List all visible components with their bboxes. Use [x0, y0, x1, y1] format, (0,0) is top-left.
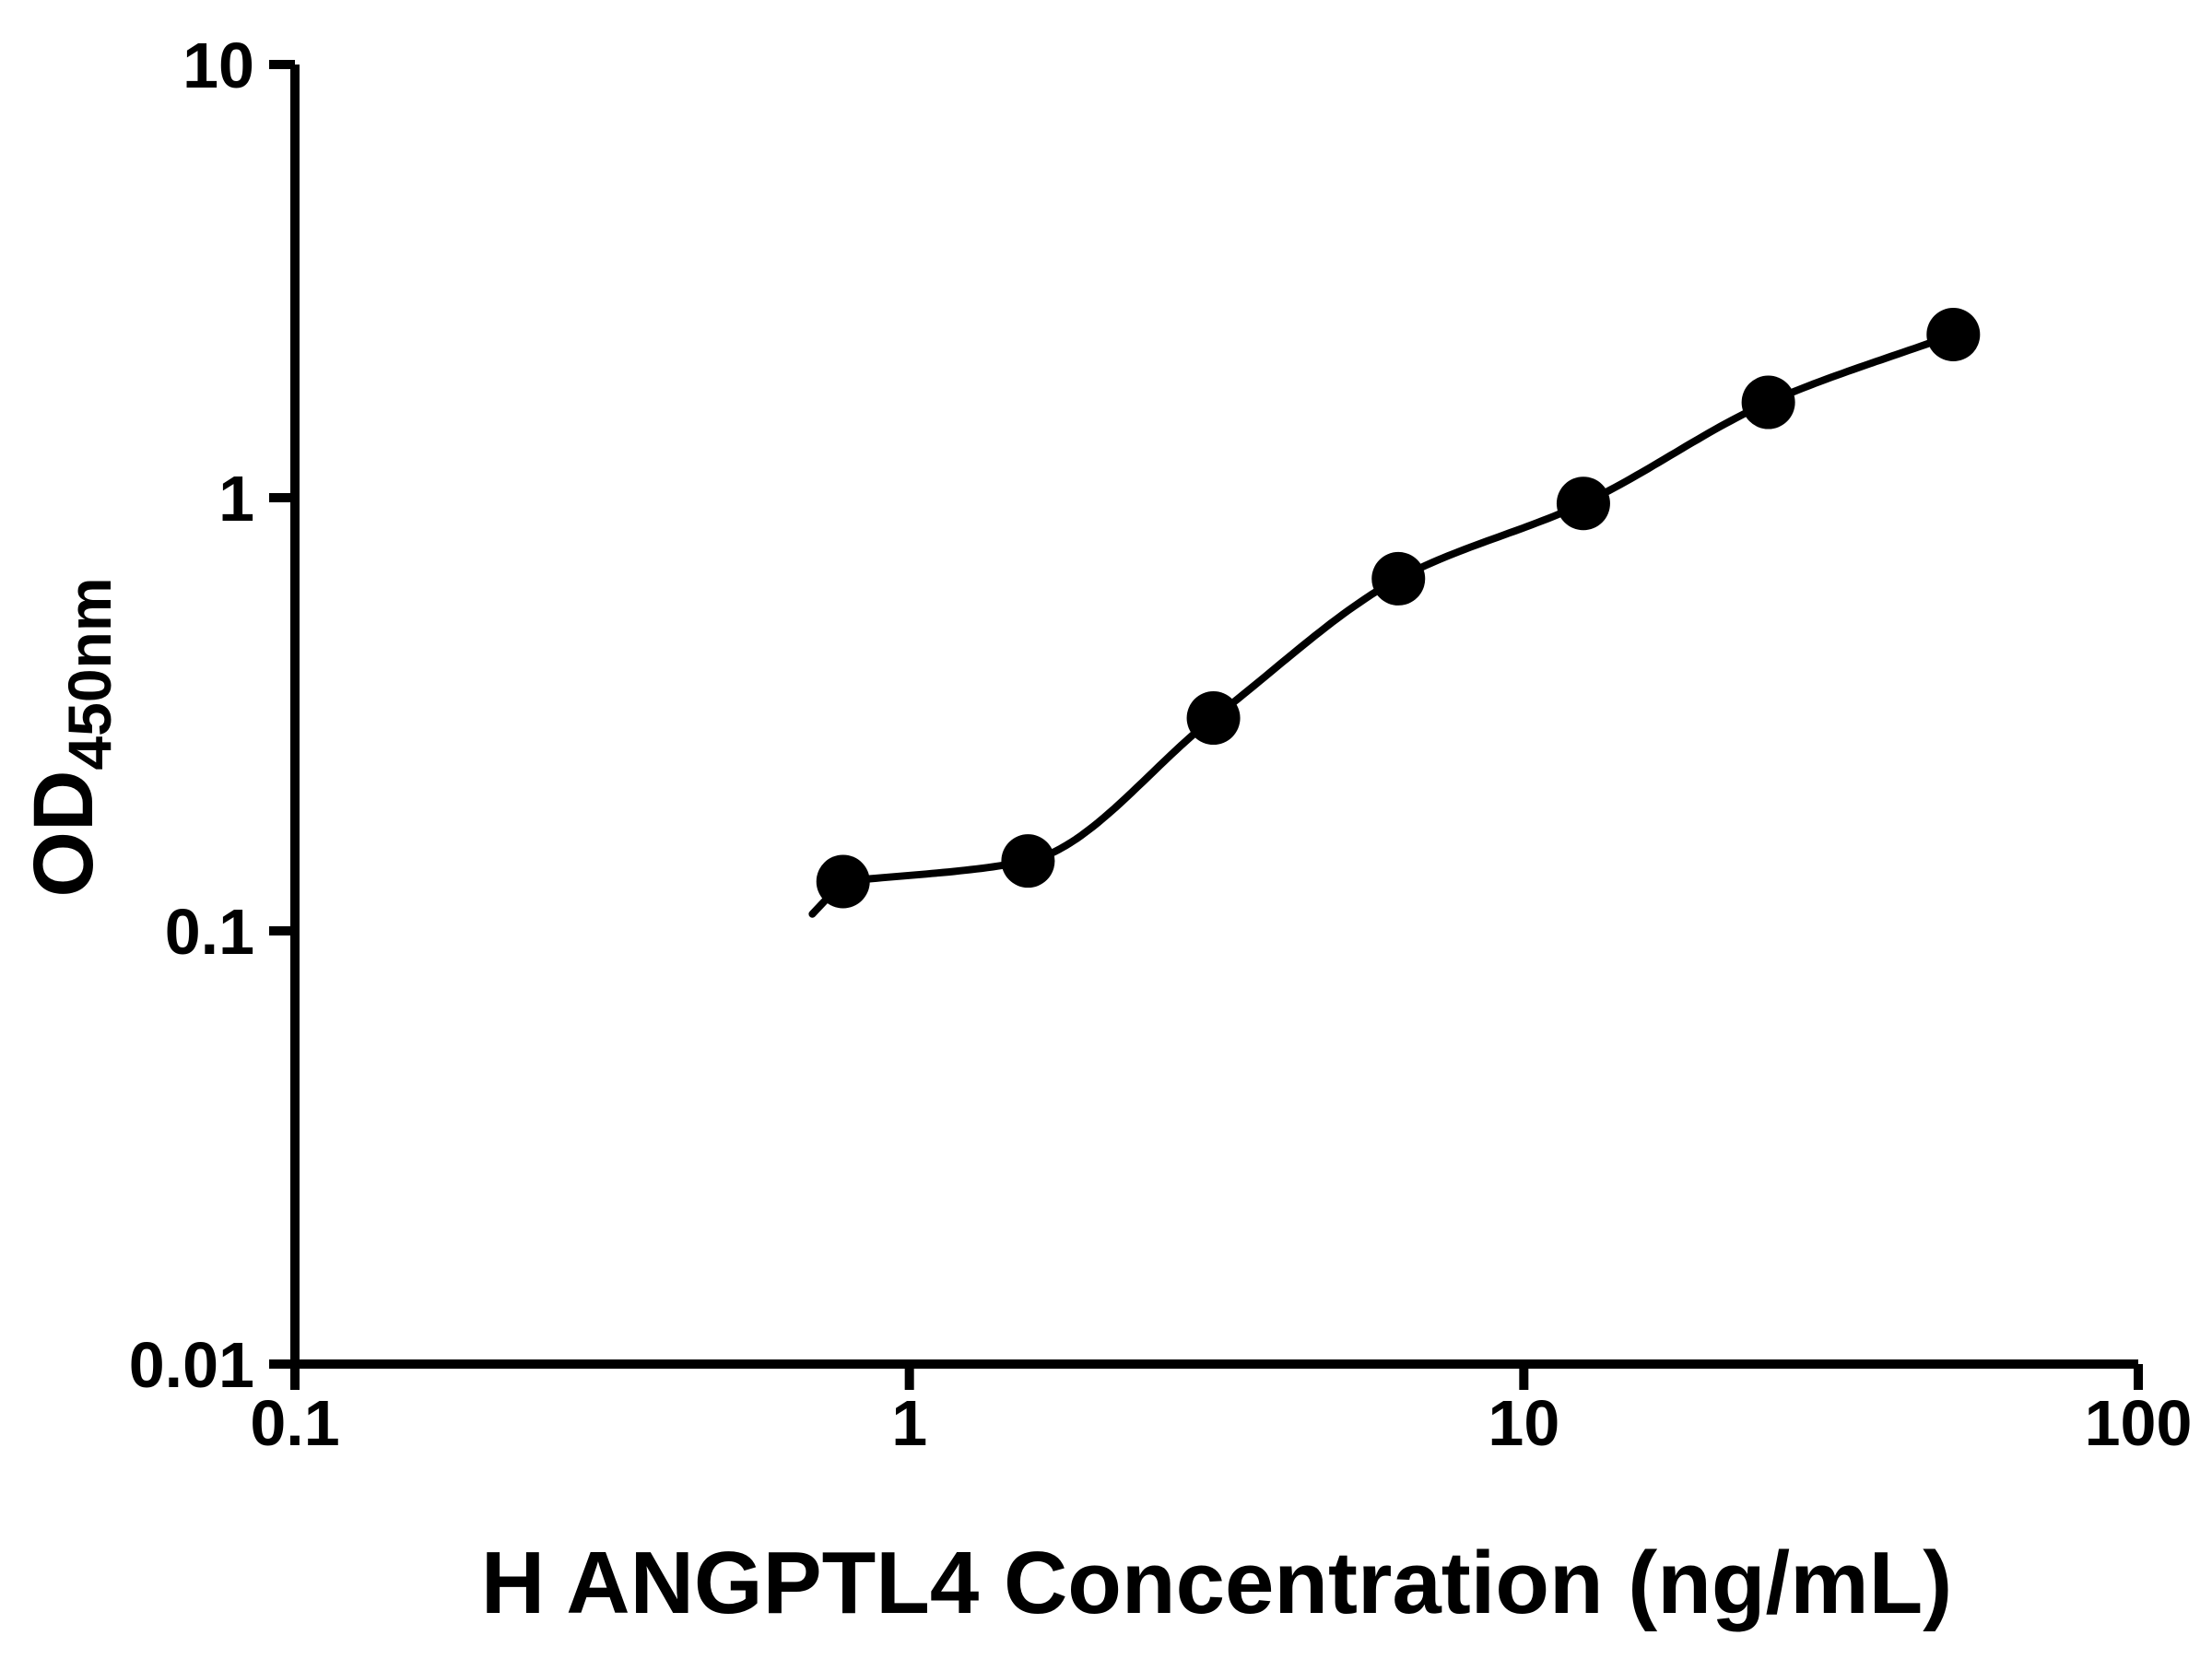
- data-point: [1371, 551, 1426, 606]
- y-tick-label: 0.1: [165, 896, 254, 968]
- data-point: [1556, 477, 1610, 531]
- y-axis-title-subscript: 450nm: [55, 577, 124, 770]
- data-point: [1741, 375, 1795, 429]
- y-axis-title: OD450nm: [17, 577, 124, 897]
- x-tick-label: 0.1: [250, 1387, 339, 1459]
- data-point: [1926, 308, 1981, 362]
- x-tick-label: 10: [1488, 1387, 1559, 1459]
- y-tick-label: 10: [182, 29, 254, 101]
- data-point: [816, 854, 870, 909]
- y-tick-label: 0.01: [129, 1329, 254, 1401]
- x-tick-label: 1: [891, 1387, 927, 1459]
- data-point: [1186, 691, 1241, 746]
- data-point: [1001, 834, 1055, 888]
- y-axis-title-main: OD: [17, 771, 111, 898]
- x-tick-label: 100: [2085, 1387, 2193, 1459]
- y-tick-label: 1: [218, 463, 254, 535]
- x-axis-title: H ANGPTL4 Concentration (ng/mL): [481, 1534, 1952, 1632]
